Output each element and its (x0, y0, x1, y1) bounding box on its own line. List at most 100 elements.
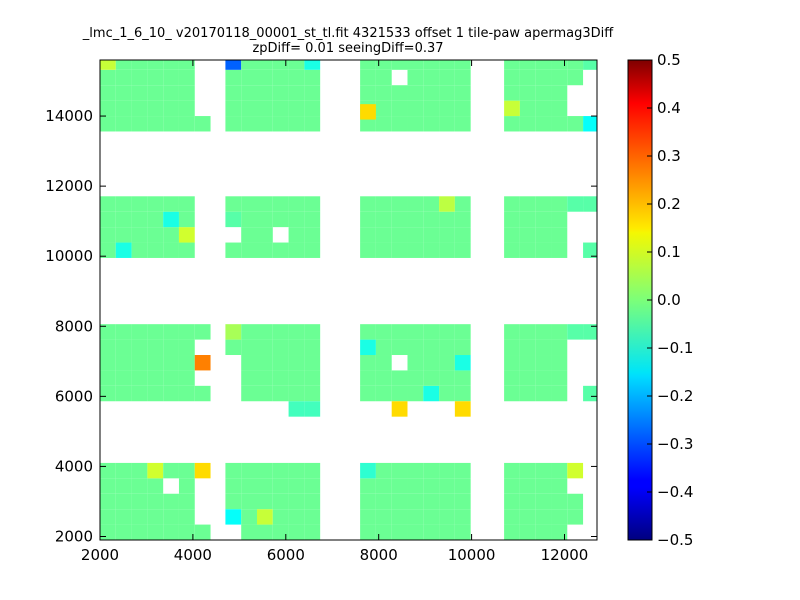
heatmap-cell (256, 242, 273, 258)
heatmap-cell (583, 116, 597, 132)
heatmap-cell (288, 242, 305, 258)
heatmap-cell (147, 355, 164, 371)
heatmap-cell (360, 116, 376, 132)
heatmap-cell (241, 339, 257, 356)
heatmap-cell (439, 370, 455, 386)
heatmap-cell (535, 385, 552, 402)
heatmap-cell (288, 509, 305, 525)
heatmap-cell (178, 509, 195, 525)
heatmap-cell (178, 60, 195, 70)
x-tick-label: 8000 (360, 546, 398, 564)
heatmap-cell (163, 227, 179, 243)
heatmap-cell (375, 385, 392, 402)
colorbar-tick-label: −0.3 (657, 435, 693, 453)
heatmap-cell (551, 85, 568, 101)
heatmap-cell (407, 69, 424, 86)
heatmap-cell (375, 524, 392, 540)
heatmap-cell (375, 60, 392, 70)
heatmap-cell (439, 211, 455, 228)
heatmap-cell (454, 385, 471, 402)
heatmap-cell (115, 69, 132, 86)
heatmap-cell (178, 227, 195, 243)
heatmap-cell (504, 196, 520, 212)
heatmap-cell (360, 211, 376, 228)
heatmap-cell (304, 324, 321, 340)
heatmap-cell (272, 478, 289, 494)
heatmap-cell (360, 85, 376, 101)
heatmap-cell (504, 227, 520, 243)
heatmap-cell (100, 524, 116, 540)
heatmap-cell (147, 324, 164, 340)
heatmap-cell (304, 478, 321, 494)
heatmap-cell (454, 401, 471, 417)
heatmap-cell (454, 355, 471, 371)
heatmap-cell (551, 493, 568, 510)
heatmap-cell (504, 85, 520, 101)
colorbar-tick-label: 0.0 (657, 291, 681, 309)
heatmap-cell (256, 85, 273, 101)
heatmap-cell (225, 339, 242, 356)
heatmap-cell (454, 60, 471, 70)
heatmap-cell (272, 100, 289, 117)
heatmap-cell (304, 196, 321, 212)
colorbar-tick-label: 0.3 (657, 147, 681, 165)
heatmap-cell (147, 339, 164, 356)
heatmap-cell (423, 324, 440, 340)
heatmap-cell (391, 509, 408, 525)
heatmap-cell (241, 100, 257, 117)
heatmap-cell (360, 462, 376, 479)
heatmap-cell (535, 60, 552, 70)
heatmap-cell (535, 355, 552, 371)
heatmap-cell (304, 355, 321, 371)
heatmap-cell (391, 196, 408, 212)
heatmap-cell (147, 196, 164, 212)
heatmap-cell (131, 242, 148, 258)
heatmap-cell (535, 370, 552, 386)
heatmap-cell (504, 60, 520, 70)
heatmap-cell (407, 370, 424, 386)
heatmap-cell (551, 100, 568, 117)
heatmap-cell (423, 69, 440, 86)
heatmap-cell (504, 524, 520, 540)
heatmap-cell (241, 324, 257, 340)
x-tick-label: 2000 (81, 546, 119, 564)
heatmap-cell (194, 524, 211, 540)
heatmap-cell (304, 385, 321, 402)
heatmap-cell (519, 211, 536, 228)
heatmap-cell (256, 324, 273, 340)
heatmap-cell (519, 524, 536, 540)
heatmap-cell (504, 385, 520, 402)
heatmap-cell (194, 385, 211, 402)
heatmap-cell (360, 242, 376, 258)
heatmap-cell (583, 385, 597, 402)
heatmap-cell (439, 509, 455, 525)
heatmap-cell (360, 104, 376, 120)
heatmap-cell (256, 100, 273, 117)
colorbar-tick-label: 0.2 (657, 195, 681, 213)
heatmap-cell (304, 462, 321, 479)
heatmap-cell (131, 196, 148, 212)
heatmap-cell (131, 69, 148, 86)
heatmap-cell (163, 85, 179, 101)
heatmap-cell (241, 385, 257, 402)
heatmap-cell (439, 116, 455, 132)
colorbar-tick-label: 0.4 (657, 99, 681, 117)
y-tick-label: 10000 (45, 247, 93, 265)
heatmap-cell (454, 478, 471, 494)
heatmap-cell (360, 227, 376, 243)
heatmap-cell (391, 227, 408, 243)
colorbar-tick-label: −0.1 (657, 339, 693, 357)
heatmap-cell (407, 478, 424, 494)
x-axis: 2000 4000 6000 8000 10000 12000 (81, 60, 588, 564)
heatmap-cell (519, 196, 536, 212)
heatmap-cell (304, 69, 321, 86)
heatmap-cell (288, 401, 305, 417)
heatmap-cell (423, 370, 440, 386)
heatmap-cell (115, 227, 132, 243)
heatmap-cell (288, 524, 305, 540)
heatmap-cell (375, 116, 392, 132)
heatmap-cell (407, 196, 424, 212)
heatmap-cell (391, 401, 408, 417)
y-tick-label: 14000 (45, 107, 93, 125)
colorbar-ticks: 0.5 0.4 0.3 0.2 0.1 0.0 −0.1 −0.2 −0.3 −0.4 −0.5 (647, 51, 693, 549)
